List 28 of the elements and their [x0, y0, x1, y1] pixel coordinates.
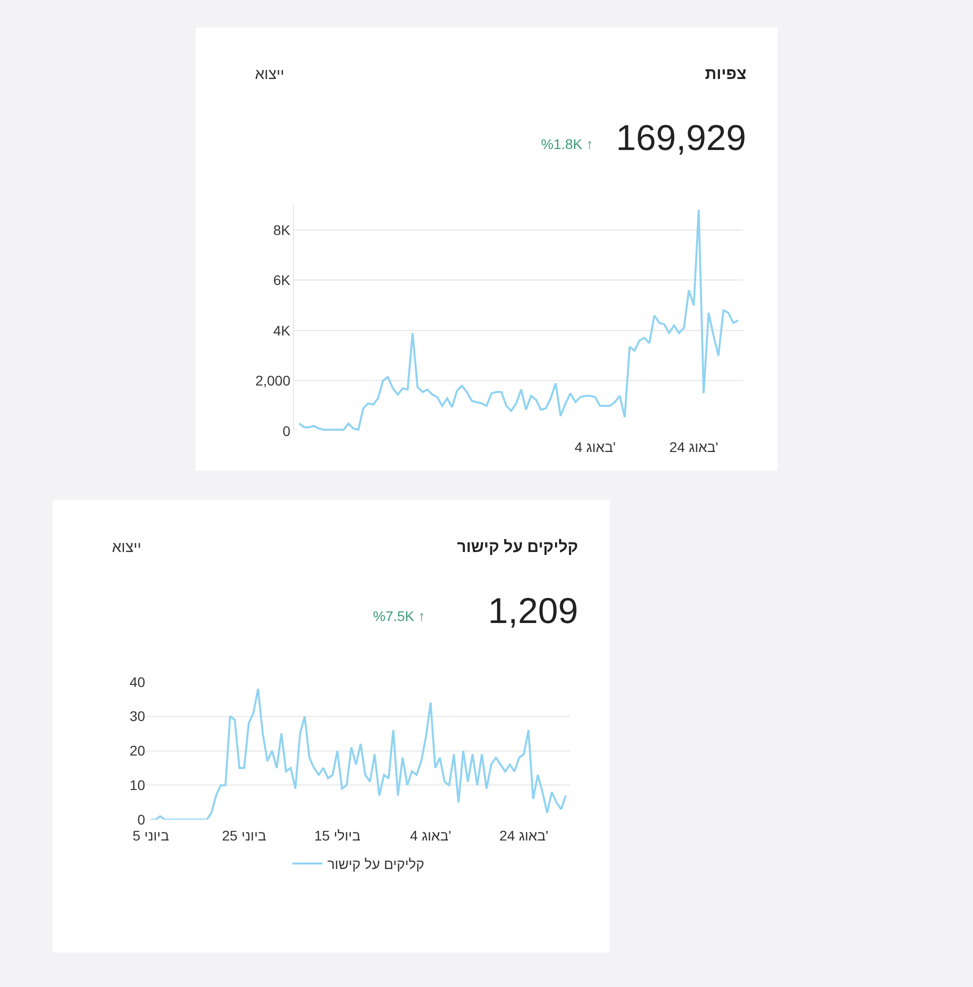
- text: 1,209: [488, 590, 578, 631]
- x-tick-label: 4 באוג': [574, 439, 616, 456]
- x-tick-label: 25 ביוני: [222, 828, 266, 844]
- y-tick-label: 4K: [273, 322, 292, 338]
- x-tick-label: 5 ביוני: [132, 828, 170, 844]
- chart-title: צפיות: [705, 66, 746, 83]
- x-tick-label: 24 באוג': [669, 439, 718, 456]
- y-tick-label: 0: [282, 422, 291, 439]
- y-tick-label: 6K: [273, 272, 292, 288]
- text: ייצוא: [112, 539, 142, 556]
- x-tick-label: 4 באוג': [410, 828, 452, 844]
- text: %7.5K ↑: [373, 608, 426, 624]
- y-tick-label: 8K: [273, 222, 292, 238]
- y-tick-label: 40: [130, 674, 146, 690]
- text: ייצוא: [255, 66, 284, 83]
- line-series: [298, 208, 740, 431]
- y-tick-label: 10: [130, 777, 146, 794]
- y-tick-label: 20: [130, 742, 146, 759]
- text: 169,929: [616, 117, 746, 158]
- text: %1.8K ↑: [541, 136, 594, 152]
- y-tick-label: 0: [137, 812, 146, 828]
- x-tick-label: 15 ביולי: [314, 828, 360, 844]
- x-tick-label: 24 באוג': [499, 828, 548, 844]
- y-tick-label: 30: [130, 708, 146, 724]
- line-series: [150, 688, 567, 820]
- y-tick-label: 2,000: [255, 372, 291, 389]
- legend-label: קליקים על קישור: [327, 856, 424, 872]
- chart-title: קליקים על קישור: [457, 538, 578, 556]
